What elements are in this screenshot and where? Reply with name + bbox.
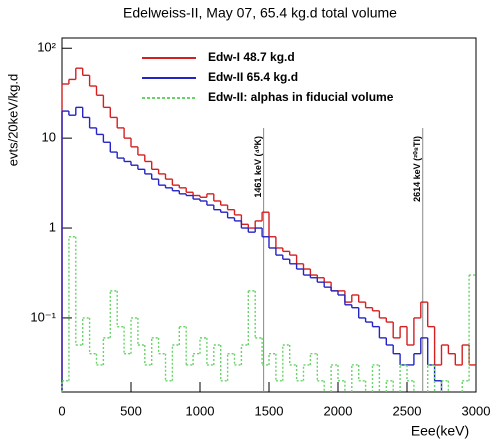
annotation-text: 1461 keV (⁴⁰K) [253,136,263,198]
y-axis-label: evts/20keV/kg.d [5,74,20,167]
chart-title: Edelweiss-II, May 07, 65.4 kg.d total vo… [123,5,397,21]
legend-label: Edw-I 48.7 kg.d [208,50,295,64]
y-tick-label: 1 [49,219,56,234]
y-tick-label: 10² [37,40,56,55]
x-tick-label: 1000 [186,403,215,418]
x-tick-label: 0 [58,403,65,418]
legend-label: Edw-II 65.4 kg.d [208,70,298,84]
y-tick-label: 10 [42,130,56,145]
x-tick-label: 2000 [324,403,353,418]
x-tick-label: 3000 [462,403,491,418]
y-tick-label: 10⁻¹ [30,309,56,324]
x-tick-label: 2500 [393,403,422,418]
x-tick-label: 1500 [255,403,284,418]
x-axis-label: Eee(keV) [411,423,469,439]
x-tick-label: 500 [120,403,142,418]
annotation-text: 2614 keV (²⁰⁸Tl) [412,136,422,202]
legend-label: Edw-II: alphas in fiducial volume [208,90,394,104]
